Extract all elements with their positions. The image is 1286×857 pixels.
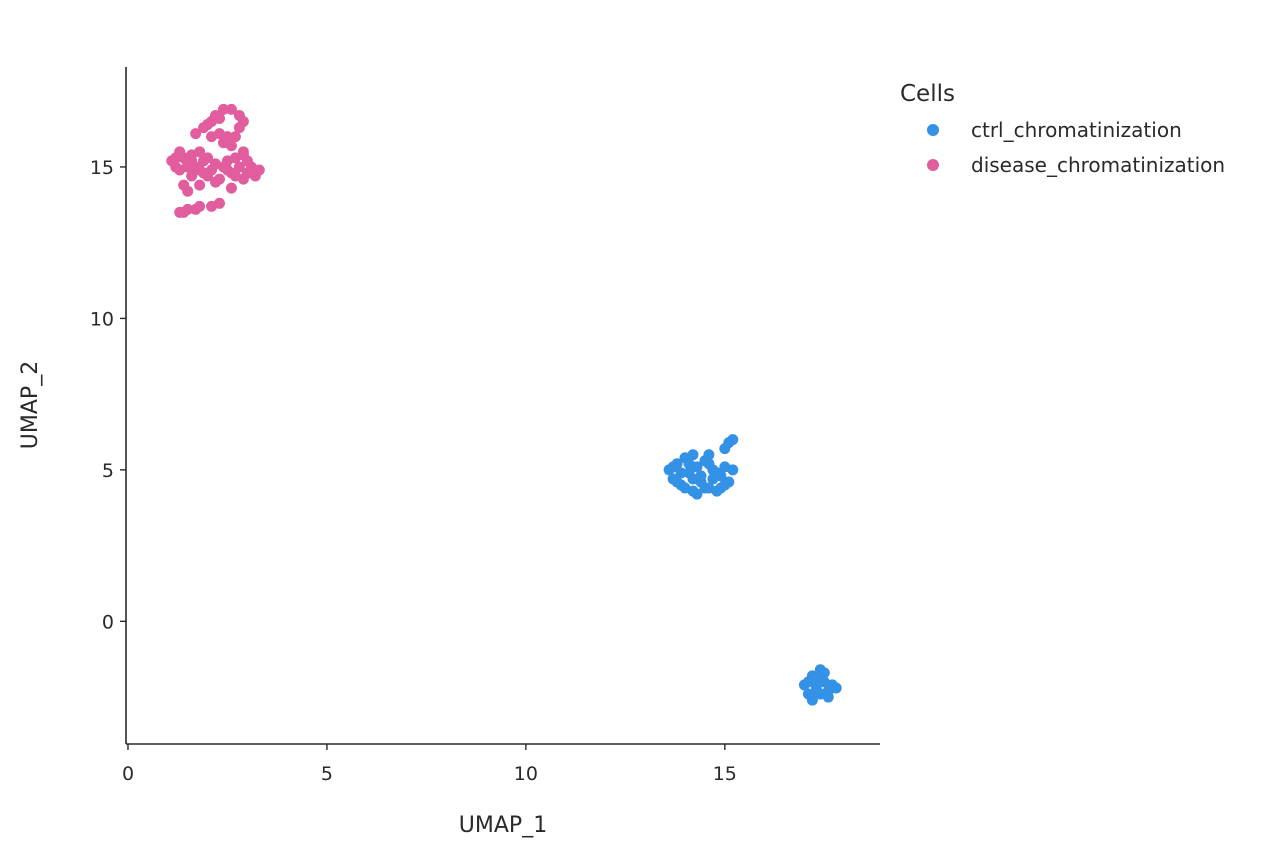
x-tick-label: 0 (122, 763, 134, 785)
data-points (166, 103, 842, 706)
x-tick-label: 5 (321, 763, 333, 785)
point-disease_chromatinization (233, 161, 245, 173)
point-ctrl_chromatinization (806, 694, 818, 706)
point-ctrl_chromatinization (687, 473, 699, 485)
point-disease_chromatinization (202, 119, 214, 131)
point-disease_chromatinization (198, 167, 210, 179)
point-disease_chromatinization (225, 103, 237, 115)
point-disease_chromatinization (225, 182, 237, 194)
point-ctrl_chromatinization (818, 667, 830, 679)
y-tick-label: 10 (90, 308, 114, 330)
point-disease_chromatinization (214, 197, 226, 209)
y-tick-label: 5 (102, 460, 114, 482)
point-ctrl_chromatinization (699, 482, 711, 494)
x-axis-title: UMAP_1 (459, 813, 547, 838)
legend-title: Cells (900, 81, 955, 107)
point-disease_chromatinization (170, 152, 182, 164)
legend: Cells ctrl_chromatinization disease_chro… (900, 81, 1225, 177)
point-ctrl_chromatinization (667, 461, 679, 473)
point-disease_chromatinization (190, 128, 202, 140)
point-ctrl_chromatinization (707, 473, 719, 485)
point-disease_chromatinization (237, 173, 249, 185)
point-disease_chromatinization (194, 200, 206, 212)
point-ctrl_chromatinization (683, 458, 695, 470)
point-ctrl_chromatinization (679, 482, 691, 494)
point-ctrl_chromatinization (727, 464, 739, 476)
point-ctrl_chromatinization (830, 682, 842, 694)
point-disease_chromatinization (206, 131, 218, 143)
point-disease_chromatinization (221, 164, 233, 176)
point-disease_chromatinization (186, 170, 198, 182)
point-ctrl_chromatinization (802, 676, 814, 688)
point-ctrl_chromatinization (822, 691, 834, 703)
point-disease_chromatinization (186, 155, 198, 167)
y-tick-label: 15 (90, 157, 114, 179)
y-tick-label: 0 (102, 611, 114, 633)
legend-marker-disease (927, 159, 939, 171)
x-tick-label: 15 (713, 763, 737, 785)
point-ctrl_chromatinization (727, 434, 739, 446)
point-ctrl_chromatinization (671, 476, 683, 488)
point-ctrl_chromatinization (703, 458, 715, 470)
legend-label-ctrl: ctrl_chromatinization (971, 118, 1182, 142)
point-disease_chromatinization (225, 140, 237, 152)
axis-ticks: 0 5 10 15 0 5 10 15 (90, 157, 737, 785)
point-disease_chromatinization (182, 185, 194, 197)
legend-marker-ctrl (927, 124, 939, 136)
point-disease_chromatinization (233, 122, 245, 134)
point-disease_chromatinization (194, 179, 206, 191)
point-ctrl_chromatinization (691, 488, 703, 500)
point-disease_chromatinization (241, 155, 253, 167)
point-disease_chromatinization (229, 131, 241, 143)
point-disease_chromatinization (217, 103, 229, 115)
point-disease_chromatinization (210, 176, 222, 188)
point-ctrl_chromatinization (675, 467, 687, 479)
point-disease_chromatinization (214, 112, 226, 124)
x-tick-label: 10 (514, 763, 538, 785)
point-ctrl_chromatinization (687, 449, 699, 461)
point-disease_chromatinization (182, 203, 194, 215)
point-disease_chromatinization (194, 146, 206, 158)
point-ctrl_chromatinization (810, 685, 822, 697)
point-disease_chromatinization (245, 167, 257, 179)
point-ctrl_chromatinization (719, 479, 731, 491)
point-ctrl_chromatinization (703, 449, 715, 461)
point-disease_chromatinization (202, 152, 214, 164)
point-disease_chromatinization (237, 146, 249, 158)
y-axis-title: UMAP_2 (18, 361, 43, 449)
legend-label-disease: disease_chromatinization (971, 153, 1225, 177)
